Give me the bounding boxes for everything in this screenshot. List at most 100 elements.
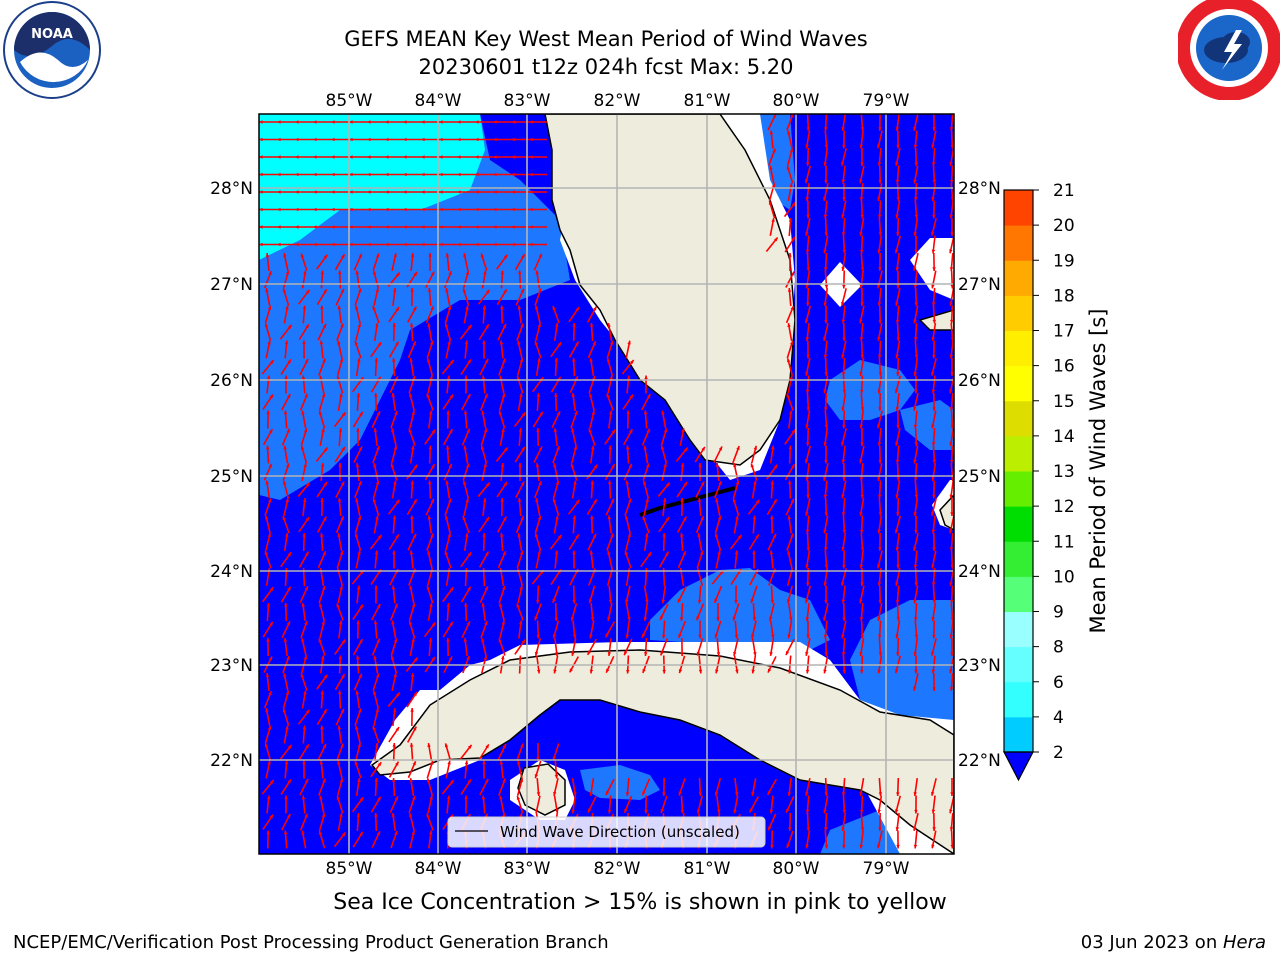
- wave-arrow-head: [628, 498, 632, 503]
- wave-arrow-head: [409, 550, 414, 555]
- wave-arrow-head: [267, 533, 271, 538]
- wave-arrow-head: [340, 288, 344, 293]
- wave-arrow-head: [950, 512, 954, 516]
- wave-arrow-head: [824, 459, 828, 464]
- wave-arrow-head: [377, 796, 381, 801]
- wave-arrow-head: [716, 652, 721, 656]
- wave-arrow-head: [680, 498, 684, 502]
- wave-arrow-head: [338, 428, 343, 432]
- wave-arrow-head: [914, 529, 918, 534]
- lon-label-top: 84°W: [415, 91, 462, 111]
- wave-arrow-head: [268, 656, 273, 661]
- wave-arrow-head: [895, 179, 900, 184]
- noaa-logo-text: NOAA: [31, 27, 73, 42]
- wave-arrow-head: [841, 407, 845, 411]
- wave-arrow-head: [913, 477, 918, 481]
- wave-arrow-head: [485, 324, 489, 329]
- wave-arrow-head: [696, 616, 700, 621]
- wave-arrow-head: [475, 225, 479, 229]
- wave-arrow-head: [270, 360, 274, 364]
- wave-arrow-head: [429, 603, 433, 607]
- wave-arrow-head: [895, 267, 900, 271]
- wave-arrow-head: [572, 550, 576, 555]
- wave-arrow-head: [642, 668, 646, 673]
- footer-credit: NCEP/EMC/Verification Post Processing Pr…: [13, 932, 609, 953]
- nws-logo-icon: [1178, 0, 1280, 100]
- wave-arrow-head: [302, 305, 307, 310]
- wave-arrow-head: [502, 551, 506, 556]
- wave-arrow-head: [734, 792, 739, 796]
- lon-label-bottom: 83°W: [504, 859, 551, 879]
- wave-arrow-head: [357, 778, 361, 782]
- lat-label-right: 24°N: [958, 562, 1001, 582]
- wave-arrow-head: [519, 813, 523, 817]
- wave-arrow-head: [570, 463, 574, 468]
- wave-arrow-head: [859, 792, 863, 796]
- wave-arrow-head: [770, 844, 774, 849]
- colorbar-band: [1004, 611, 1033, 648]
- wave-arrow-head: [372, 306, 376, 310]
- wave-arrow-head: [511, 225, 515, 229]
- wave-arrow-head: [860, 249, 864, 254]
- wave-arrow-head: [356, 620, 360, 625]
- wave-arrow-head: [681, 428, 685, 433]
- wave-arrow-head: [824, 144, 829, 149]
- wave-arrow-head: [529, 225, 533, 229]
- wave-arrow-head: [265, 288, 269, 293]
- wave-arrow-head: [860, 494, 864, 499]
- wave-arrow-head: [932, 494, 936, 499]
- wave-arrow-head: [511, 172, 515, 177]
- wave-arrow-head: [391, 428, 395, 433]
- wave-arrow-head: [385, 242, 389, 247]
- wave-arrow-head: [859, 197, 864, 201]
- wave-arrow-head: [606, 358, 611, 363]
- wave-arrow-head: [823, 302, 827, 306]
- wave-arrow-head: [575, 341, 579, 346]
- wave-arrow-head: [445, 480, 449, 485]
- wave-arrow-head: [287, 552, 292, 557]
- wave-arrow-head: [313, 207, 317, 212]
- wave-arrow-head: [439, 172, 443, 177]
- wave-arrow-head: [701, 446, 705, 451]
- lat-label-right: 23°N: [958, 656, 1001, 676]
- wave-arrow-head: [321, 620, 325, 625]
- wave-arrow-head: [605, 791, 610, 796]
- wave-arrow-head: [428, 410, 433, 415]
- wave-arrow-head: [804, 179, 809, 184]
- wave-arrow-head: [483, 463, 487, 468]
- wave-arrow-head: [859, 284, 864, 289]
- wave-arrow-head: [680, 463, 685, 467]
- wave-arrow-head: [339, 778, 344, 783]
- wave-arrow-head: [786, 808, 790, 813]
- wave-arrow-head: [390, 463, 394, 468]
- wave-arrow-head: [645, 533, 649, 537]
- wave-arrow-head: [392, 708, 397, 712]
- wave-arrow-head: [790, 306, 794, 311]
- wave-arrow-head: [537, 550, 541, 555]
- wave-arrow-head: [385, 120, 389, 124]
- wave-arrow-head: [806, 582, 810, 586]
- wave-arrow-head: [321, 428, 325, 433]
- wave-arrow-head: [805, 371, 809, 376]
- wave-arrow-head: [860, 529, 864, 534]
- wave-arrow-head: [313, 225, 317, 229]
- wave-arrow-head: [806, 127, 811, 131]
- wave-arrow-head: [535, 498, 539, 503]
- wave-arrow-head: [392, 743, 396, 747]
- wave-arrow-head: [264, 743, 269, 748]
- wave-arrow-head: [552, 634, 557, 639]
- wave-arrow-head: [931, 809, 936, 814]
- wave-arrow-head: [355, 463, 360, 467]
- wave-arrow-head: [403, 242, 407, 247]
- wave-arrow-head: [896, 232, 900, 236]
- wave-arrow-head: [552, 598, 556, 603]
- wave-arrow-head: [464, 760, 469, 765]
- wave-arrow-head: [313, 155, 317, 159]
- wave-arrow-head: [842, 809, 847, 814]
- wave-arrow-head: [393, 638, 398, 643]
- wave-arrow-head: [501, 620, 505, 625]
- colorbar-tick-label: 6: [1053, 673, 1064, 693]
- wave-arrow-head: [950, 232, 954, 236]
- wave-arrow-head: [609, 340, 614, 345]
- lon-label-bottom: 79°W: [863, 859, 910, 879]
